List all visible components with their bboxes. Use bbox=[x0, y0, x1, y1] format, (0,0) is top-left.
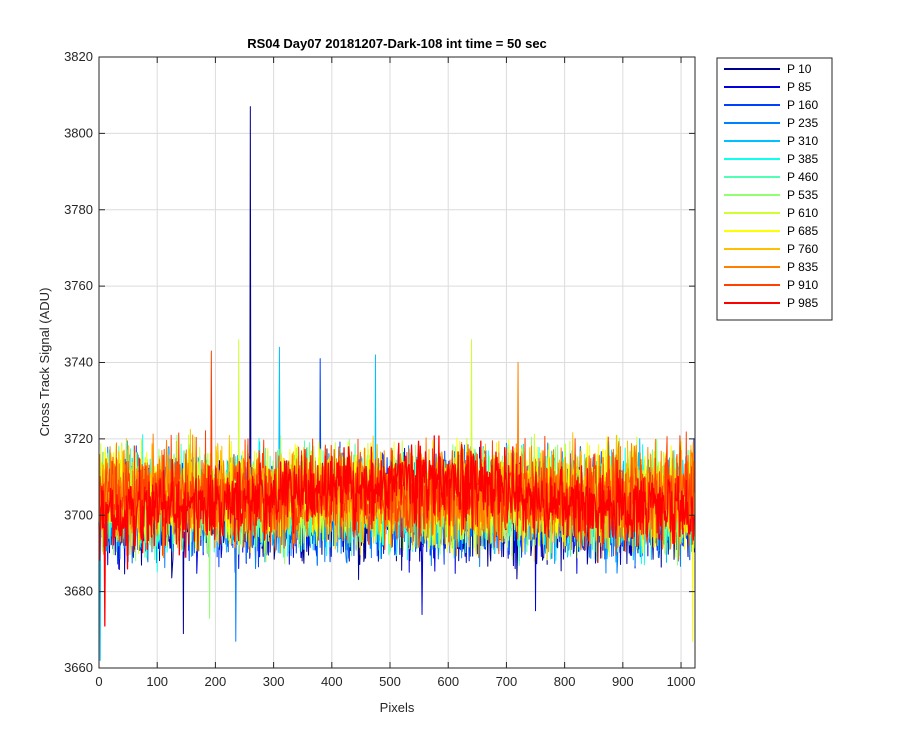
legend-label-12: P 835 bbox=[787, 260, 818, 274]
chart-title: RS04 Day07 20181207-Dark-108 int time = … bbox=[247, 36, 547, 51]
legend-label-3: P 160 bbox=[787, 98, 818, 112]
legend-label-2: P 85 bbox=[787, 80, 812, 94]
axis-ticks: 0 100 200 300 400 500 600 700 800 900 1000 3660 3680… bbox=[64, 49, 695, 689]
series-layer bbox=[98, 106, 696, 661]
x-tick-label-10: 1000 bbox=[667, 674, 696, 689]
legend-label-11: P 760 bbox=[787, 242, 818, 256]
legend-label-14: P 985 bbox=[787, 296, 818, 310]
series-line-14 bbox=[98, 435, 696, 627]
y-tick-label-5: 3760 bbox=[64, 278, 93, 293]
y-tick-label-3: 3720 bbox=[64, 431, 93, 446]
x-tick-label-9: 900 bbox=[612, 674, 634, 689]
legend-label-9: P 610 bbox=[787, 206, 818, 220]
legend-label-5: P 310 bbox=[787, 134, 818, 148]
x-tick-label-3: 300 bbox=[263, 674, 285, 689]
legend-label-4: P 235 bbox=[787, 116, 818, 130]
x-tick-label-1: 100 bbox=[146, 674, 168, 689]
y-tick-label-6: 3780 bbox=[64, 202, 93, 217]
y-tick-label-0: 3660 bbox=[64, 660, 93, 675]
x-tick-label-7: 700 bbox=[496, 674, 518, 689]
legend-label-6: P 385 bbox=[787, 152, 818, 166]
x-tick-label-6: 600 bbox=[437, 674, 459, 689]
y-axis-label: Cross Track Signal (ADU) bbox=[37, 288, 52, 437]
y-tick-label-2: 3700 bbox=[64, 507, 93, 522]
x-tick-label-4: 400 bbox=[321, 674, 343, 689]
x-tick-label-8: 800 bbox=[554, 674, 576, 689]
legend-label-10: P 685 bbox=[787, 224, 818, 238]
legend-label-13: P 910 bbox=[787, 278, 818, 292]
x-axis-label: Pixels bbox=[380, 700, 415, 715]
y-tick-label-8: 3820 bbox=[64, 49, 93, 64]
y-tick-label-1: 3680 bbox=[64, 584, 93, 599]
x-tick-label-0: 0 bbox=[95, 674, 102, 689]
legend: P 10 P 85 P 160 P 235 P 310 P 385 P 460 P 535 P … bbox=[716, 57, 833, 321]
y-tick-label-7: 3800 bbox=[64, 125, 93, 140]
legend-label-1: P 10 bbox=[787, 62, 812, 76]
legend-label-7: P 460 bbox=[787, 170, 818, 184]
x-tick-label-5: 500 bbox=[379, 674, 401, 689]
legend-box bbox=[716, 57, 833, 321]
legend-label-8: P 535 bbox=[787, 188, 818, 202]
x-tick-label-2: 200 bbox=[205, 674, 227, 689]
y-tick-label-4: 3740 bbox=[64, 355, 93, 370]
